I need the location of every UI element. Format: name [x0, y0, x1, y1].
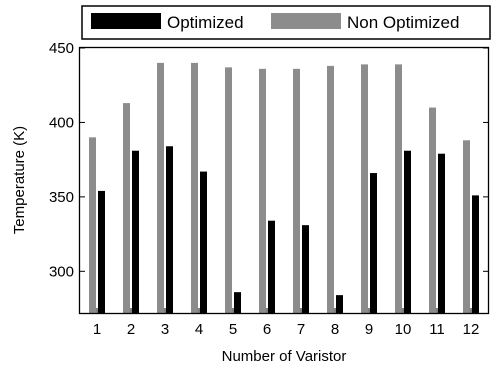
y-axis-ticks: 300 350 400 450 [49, 40, 488, 280]
bar-optimized-2 [132, 150, 139, 313]
y-tick-label: 300 [49, 263, 74, 280]
x-axis-label: Number of Varistor [222, 348, 347, 365]
bar-non-optimized-3 [157, 62, 164, 314]
bar-optimized-5 [234, 292, 241, 313]
x-tick-label: 3 [161, 321, 169, 338]
bar-optimized-10 [404, 150, 411, 313]
legend-swatch-optimized [91, 13, 161, 29]
y-tick-label: 350 [49, 189, 74, 206]
bar-optimized-1 [98, 190, 105, 313]
bar-non-optimized-1 [89, 137, 96, 313]
bar-non-optimized-8 [327, 65, 334, 313]
x-tick-label: 4 [195, 321, 203, 338]
bar-non-optimized-9 [361, 64, 368, 313]
bar-non-optimized-6 [259, 68, 266, 313]
bar-non-optimized-5 [225, 67, 232, 313]
x-tick-label: 1 [93, 321, 101, 338]
bar-optimized-6 [268, 220, 275, 313]
bar-optimized-9 [370, 173, 377, 313]
bar-non-optimized-12 [463, 140, 470, 313]
legend-label-optimized: Optimized [167, 13, 244, 32]
bar-non-optimized-11 [429, 107, 436, 313]
x-tick-label: 7 [297, 321, 305, 338]
x-tick-label: 5 [229, 321, 237, 338]
plot-frame [78, 46, 490, 315]
y-axis-label: Temperature (K) [11, 126, 28, 234]
x-tick-label: 12 [463, 321, 480, 338]
bar-non-optimized-4 [191, 62, 198, 314]
bar-optimized-11 [438, 153, 445, 313]
x-tick-label: 2 [127, 321, 135, 338]
x-tick-label: 10 [395, 321, 412, 338]
x-tick-label: 6 [263, 321, 271, 338]
bars [89, 62, 479, 314]
legend-swatch-non-optimized [271, 13, 341, 29]
y-tick-label: 400 [49, 114, 74, 131]
x-axis-ticks: 1 2 3 4 5 6 7 8 9 10 11 12 [93, 308, 480, 338]
x-tick-label: 11 [429, 321, 445, 338]
legend-label-non-optimized: Non Optimized [347, 13, 459, 32]
bar-non-optimized-7 [293, 68, 300, 313]
x-tick-label: 9 [365, 321, 373, 338]
bar-non-optimized-10 [395, 64, 402, 313]
bar-optimized-8 [336, 295, 343, 313]
y-tick-label: 450 [49, 40, 74, 57]
x-tick-label: 8 [331, 321, 339, 338]
bar-optimized-7 [302, 225, 309, 313]
bar-optimized-12 [472, 195, 479, 313]
bar-optimized-4 [200, 171, 207, 313]
bar-non-optimized-2 [123, 103, 130, 314]
legend: Optimized Non Optimized [81, 5, 491, 40]
bar-optimized-3 [166, 146, 173, 313]
